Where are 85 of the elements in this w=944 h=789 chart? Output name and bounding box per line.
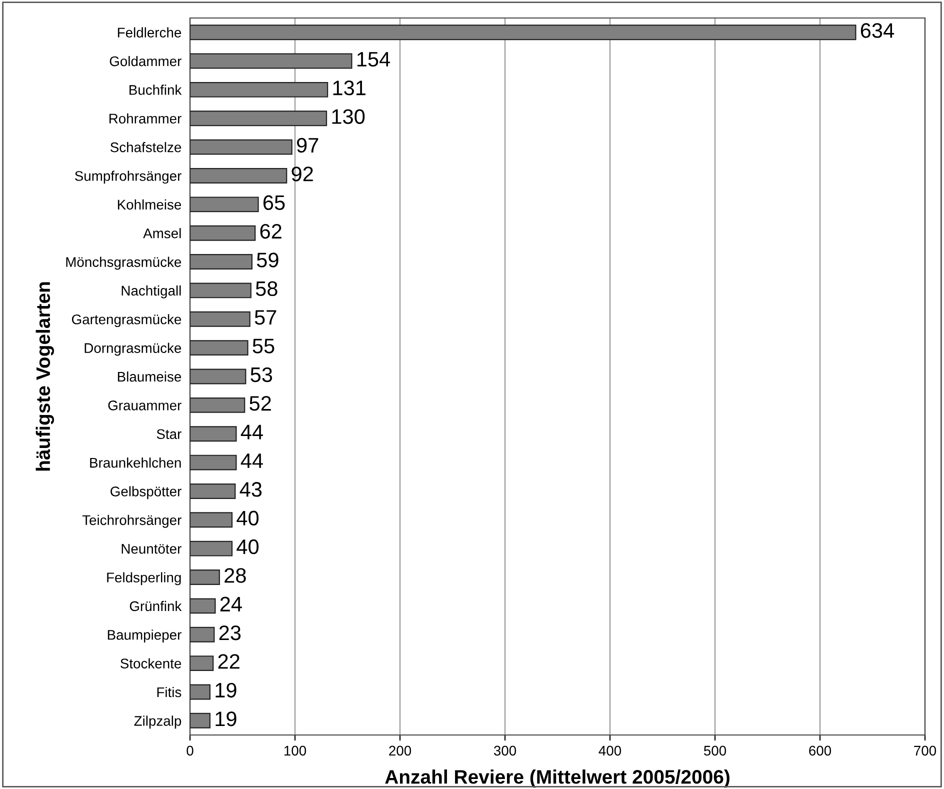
y-tick-label: Gartengrasmücke <box>72 314 182 328</box>
y-tick-label: Kohlmeise <box>118 199 182 210</box>
data-label: 58 <box>256 281 278 296</box>
bar <box>190 512 233 528</box>
data-label: 53 <box>250 367 272 382</box>
y-tick-label: Goldammer <box>110 56 182 66</box>
data-label: 19 <box>216 682 236 698</box>
y-tick-label: Grauammer <box>108 400 182 410</box>
bar <box>190 24 856 40</box>
y-tick-label: Dorngrasmücke <box>84 342 182 356</box>
x-tick-label: 700 <box>914 746 936 756</box>
y-tick-label: Braunkehlchen <box>90 458 181 468</box>
y-tick-label: Sumpfrohrsänger <box>75 170 182 184</box>
bar <box>190 598 216 614</box>
y-tick-label: Gelbspötter <box>110 486 182 500</box>
bar <box>190 225 256 241</box>
x-tick-label: 400 <box>598 746 622 756</box>
data-label: 57 <box>254 310 276 325</box>
data-label: 40 <box>236 510 259 526</box>
bar <box>190 196 259 212</box>
data-label: 62 <box>260 224 282 239</box>
bar <box>190 570 220 585</box>
data-label: 43 <box>240 482 262 497</box>
data-label: 44 <box>240 424 263 440</box>
y-axis-title: häufigste Vogelarten <box>36 282 54 471</box>
x-tick-label: 0 <box>186 746 194 756</box>
y-tick-label: Amsel <box>143 228 181 238</box>
data-label: 44 <box>240 454 263 468</box>
bar <box>190 397 246 413</box>
bar <box>190 656 214 672</box>
x-tick-label: 100 <box>284 746 306 756</box>
data-label: 65 <box>263 195 285 210</box>
bar <box>190 139 292 155</box>
bar <box>190 684 211 700</box>
x-tick-label: 500 <box>704 746 726 756</box>
y-tick-label: Blaumeise <box>118 371 182 382</box>
bar <box>190 483 236 499</box>
y-tick-label: Grünfink <box>130 600 182 612</box>
x-tick-label: 600 <box>809 746 832 756</box>
x-tick-label: 200 <box>389 746 412 756</box>
data-label: 154 <box>357 52 390 67</box>
data-label: 52 <box>250 396 271 411</box>
y-tick-label: Stockente <box>120 658 182 668</box>
y-tick-label: Baumpieper <box>108 630 182 643</box>
bar <box>190 110 328 126</box>
bar <box>190 368 246 384</box>
y-tick-label: Neuntöter <box>122 544 182 554</box>
bar <box>190 168 288 184</box>
y-tick-label: Buchfink <box>130 84 182 95</box>
y-tick-label: Feldlerche <box>118 27 182 38</box>
y-tick-label: Schafstelze <box>110 142 182 152</box>
data-label: 634 <box>860 23 894 38</box>
bar <box>190 340 248 356</box>
bar <box>190 82 328 98</box>
x-tick-label: 300 <box>494 746 516 756</box>
bar <box>190 426 237 442</box>
y-tick-label: Mönchsgrasmücke <box>66 256 182 270</box>
data-label: 130 <box>332 109 365 124</box>
data-label: 22 <box>218 654 240 669</box>
bar <box>190 254 253 270</box>
data-label: 40 <box>236 539 259 554</box>
data-label: 28 <box>224 568 246 583</box>
bar <box>190 282 252 298</box>
y-tick-label: Teichrohrsänger <box>82 514 182 528</box>
data-label: 59 <box>256 252 278 268</box>
y-tick-label: Rohrammer <box>109 113 182 124</box>
bar <box>190 311 250 327</box>
y-tick-label: Nachtigall <box>122 285 181 298</box>
bar <box>190 626 215 642</box>
x-axis-title: Anzahl Reviere (Mittelwert 2005/2006) <box>385 769 730 788</box>
y-tick-label: Fitis <box>157 686 182 698</box>
data-label: 19 <box>216 712 236 726</box>
data-label: 24 <box>220 596 242 612</box>
y-tick-label: Star <box>156 429 182 440</box>
bar <box>190 454 237 470</box>
data-label: 23 <box>219 625 241 640</box>
bar <box>190 712 211 728</box>
data-label: 97 <box>296 138 318 153</box>
data-label: 55 <box>252 338 274 354</box>
y-tick-label: Zilpzalp <box>134 716 182 729</box>
bar <box>190 540 233 556</box>
y-tick-label: Feldsperling <box>107 572 181 586</box>
data-label: 92 <box>292 166 313 182</box>
bar <box>190 53 352 69</box>
data-label: 131 <box>333 80 366 96</box>
